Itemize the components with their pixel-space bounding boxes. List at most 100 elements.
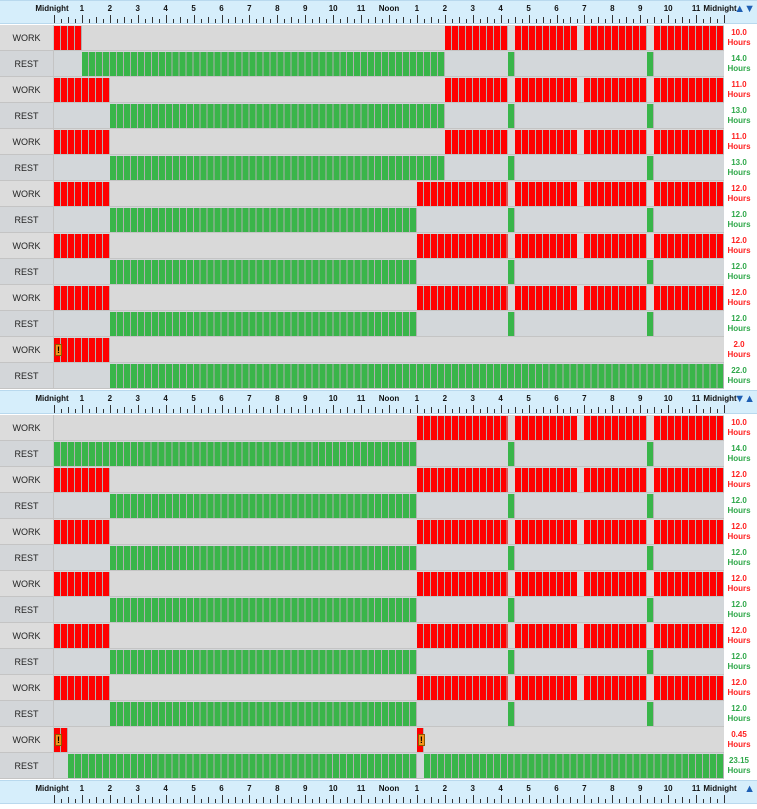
work-row[interactable]: WORK 10.0 Hours bbox=[0, 25, 757, 51]
timeline-track[interactable]: ! bbox=[54, 337, 724, 363]
work-segment[interactable] bbox=[654, 182, 724, 206]
rest-segment[interactable] bbox=[109, 312, 417, 336]
timeline-track[interactable] bbox=[54, 181, 724, 207]
timeline-track[interactable] bbox=[54, 519, 724, 545]
timeline-track[interactable] bbox=[54, 155, 724, 181]
rest-segment[interactable] bbox=[109, 364, 724, 388]
rest-segment[interactable] bbox=[647, 598, 655, 622]
timeline-track[interactable] bbox=[54, 259, 724, 285]
work-segment[interactable] bbox=[584, 520, 648, 544]
timeline-track[interactable] bbox=[54, 649, 724, 675]
work-segment[interactable] bbox=[514, 676, 578, 700]
timeline-track[interactable] bbox=[54, 623, 724, 649]
work-segment[interactable] bbox=[416, 416, 508, 440]
rest-segment[interactable] bbox=[647, 702, 655, 726]
work-segment[interactable] bbox=[584, 78, 648, 102]
rest-segment[interactable] bbox=[109, 156, 445, 180]
rest-row[interactable]: REST 22.0 Hours bbox=[0, 363, 757, 389]
timeline-track[interactable] bbox=[54, 493, 724, 519]
work-segment[interactable] bbox=[584, 468, 648, 492]
work-segment[interactable] bbox=[514, 572, 578, 596]
work-row[interactable]: WORK!! 0.45 Hours bbox=[0, 727, 757, 753]
work-row[interactable]: WORK 10.0 Hours bbox=[0, 415, 757, 441]
rest-segment[interactable] bbox=[647, 650, 655, 674]
timeline-track[interactable] bbox=[54, 129, 724, 155]
rest-row[interactable]: REST 12.0 Hours bbox=[0, 701, 757, 727]
work-segment[interactable] bbox=[416, 182, 508, 206]
rest-segment[interactable] bbox=[507, 260, 515, 284]
rest-row[interactable]: REST 12.0 Hours bbox=[0, 259, 757, 285]
work-segment[interactable] bbox=[416, 520, 508, 544]
timeline-track[interactable] bbox=[54, 77, 724, 103]
timeline-track[interactable] bbox=[54, 311, 724, 337]
rest-segment[interactable] bbox=[507, 312, 515, 336]
rest-segment[interactable] bbox=[507, 650, 515, 674]
work-segment[interactable] bbox=[654, 234, 724, 258]
work-segment[interactable] bbox=[54, 468, 110, 492]
rest-segment[interactable] bbox=[647, 260, 655, 284]
rest-segment[interactable] bbox=[109, 260, 417, 284]
work-segment[interactable] bbox=[514, 78, 578, 102]
rest-row[interactable]: REST 23.15 Hours bbox=[0, 753, 757, 779]
timeline-track[interactable] bbox=[54, 285, 724, 311]
work-segment[interactable] bbox=[584, 130, 648, 154]
work-segment[interactable] bbox=[654, 676, 724, 700]
work-segment[interactable] bbox=[584, 572, 648, 596]
rest-segment[interactable] bbox=[647, 156, 655, 180]
timeline-track[interactable] bbox=[54, 675, 724, 701]
work-row[interactable]: WORK 11.0 Hours bbox=[0, 77, 757, 103]
work-segment[interactable] bbox=[416, 676, 508, 700]
rest-segment[interactable] bbox=[109, 104, 445, 128]
work-segment[interactable] bbox=[654, 78, 724, 102]
work-segment[interactable] bbox=[514, 416, 578, 440]
work-segment[interactable] bbox=[54, 624, 110, 648]
work-segment[interactable] bbox=[654, 130, 724, 154]
timeline-track[interactable]: !! bbox=[54, 727, 724, 753]
timeline-track[interactable] bbox=[54, 25, 724, 51]
work-segment[interactable] bbox=[54, 26, 82, 50]
timeline-track[interactable] bbox=[54, 467, 724, 493]
work-segment[interactable] bbox=[514, 234, 578, 258]
timeline-track[interactable] bbox=[54, 545, 724, 571]
double-arrow-icon[interactable]: ▼▲ bbox=[734, 393, 755, 405]
work-segment[interactable] bbox=[54, 286, 110, 310]
work-row[interactable]: WORK 12.0 Hours bbox=[0, 181, 757, 207]
work-segment[interactable] bbox=[54, 676, 110, 700]
work-segment[interactable] bbox=[514, 624, 578, 648]
work-segment[interactable] bbox=[514, 520, 578, 544]
rest-segment[interactable] bbox=[109, 208, 417, 232]
work-segment[interactable] bbox=[54, 182, 110, 206]
work-segment[interactable] bbox=[654, 468, 724, 492]
rest-segment[interactable] bbox=[507, 598, 515, 622]
work-segment[interactable] bbox=[514, 130, 578, 154]
rest-segment[interactable] bbox=[507, 52, 515, 76]
work-row[interactable]: WORK 11.0 Hours bbox=[0, 129, 757, 155]
work-segment[interactable] bbox=[416, 234, 508, 258]
timeline-track[interactable] bbox=[54, 233, 724, 259]
work-segment[interactable] bbox=[654, 572, 724, 596]
work-row[interactable]: WORK 12.0 Hours bbox=[0, 285, 757, 311]
work-segment[interactable] bbox=[54, 234, 110, 258]
rest-segment[interactable] bbox=[507, 546, 515, 570]
work-row[interactable]: WORK 12.0 Hours bbox=[0, 519, 757, 545]
work-segment[interactable] bbox=[584, 286, 648, 310]
rest-segment[interactable] bbox=[647, 208, 655, 232]
work-segment[interactable] bbox=[444, 26, 508, 50]
rest-segment[interactable] bbox=[647, 52, 655, 76]
rest-segment[interactable] bbox=[109, 546, 417, 570]
work-row[interactable]: WORK 12.0 Hours bbox=[0, 571, 757, 597]
rest-segment[interactable] bbox=[67, 754, 417, 778]
work-segment[interactable] bbox=[54, 572, 110, 596]
timeline-track[interactable] bbox=[54, 363, 724, 389]
rest-segment[interactable] bbox=[507, 156, 515, 180]
work-row[interactable]: WORK 12.0 Hours bbox=[0, 467, 757, 493]
rest-segment[interactable] bbox=[647, 494, 655, 518]
work-segment[interactable] bbox=[416, 286, 508, 310]
rest-segment[interactable] bbox=[81, 52, 445, 76]
timeline-track[interactable] bbox=[54, 441, 724, 467]
warning-icon[interactable]: ! bbox=[55, 344, 62, 356]
rest-row[interactable]: REST 12.0 Hours bbox=[0, 545, 757, 571]
rest-row[interactable]: REST 14.0 Hours bbox=[0, 51, 757, 77]
work-segment[interactable] bbox=[416, 468, 508, 492]
work-segment[interactable] bbox=[654, 520, 724, 544]
